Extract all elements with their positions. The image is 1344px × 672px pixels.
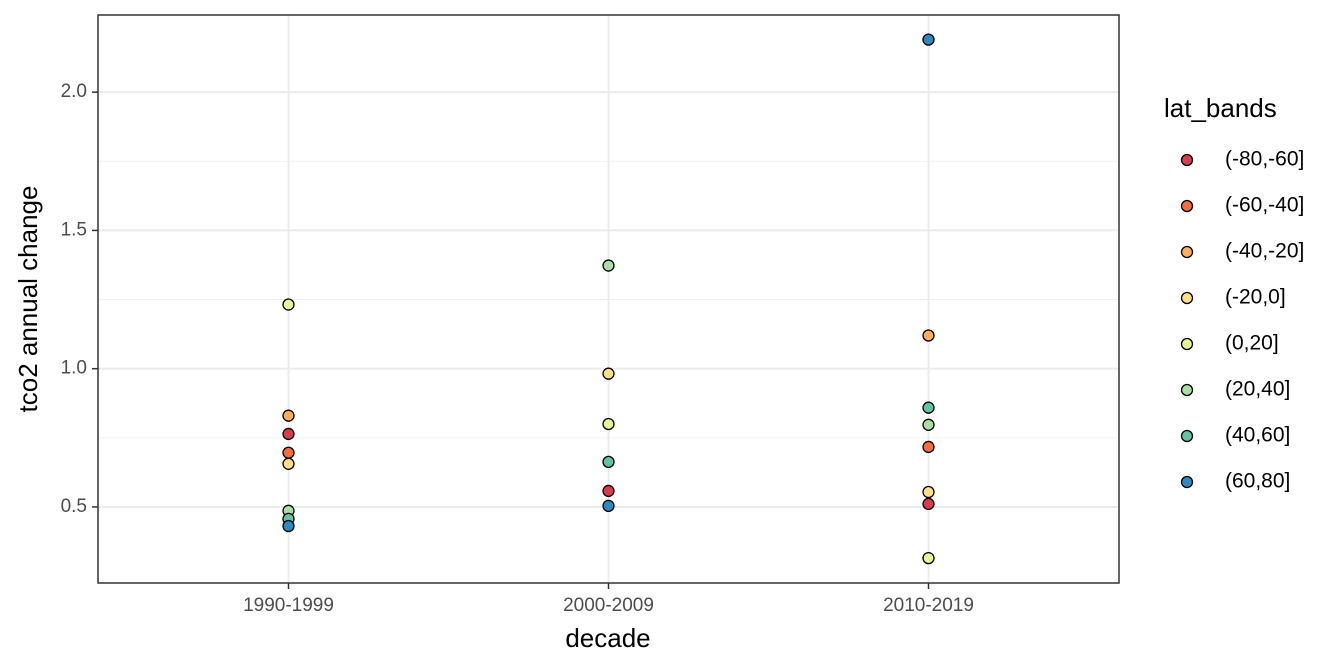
legend-title: lat_bands	[1164, 93, 1277, 123]
point	[282, 457, 295, 470]
legend-label: (40,60]	[1225, 424, 1290, 447]
point	[282, 446, 295, 459]
legend-label: (60,80]	[1225, 470, 1290, 493]
point	[922, 551, 935, 565]
legend-key	[1180, 291, 1194, 305]
point	[922, 497, 935, 511]
point	[922, 440, 935, 454]
legend-key	[1180, 429, 1194, 443]
legend-key	[1180, 245, 1194, 259]
legend-key	[1180, 337, 1194, 351]
x-tick-label: 2000-2009	[563, 595, 654, 616]
point	[602, 455, 615, 469]
y-axis-title: tco2 annual change	[13, 186, 43, 413]
point	[282, 427, 295, 441]
point	[922, 401, 935, 414]
y-tick-label: 1.0	[61, 358, 87, 379]
legend-label: (20,40]	[1225, 378, 1290, 401]
y-tick-label: 0.5	[61, 496, 87, 517]
point	[282, 298, 295, 311]
point	[602, 499, 615, 512]
plot-border	[97, 14, 1120, 584]
point	[282, 519, 295, 533]
legend-key	[1180, 475, 1194, 489]
point	[282, 409, 295, 422]
legend-label: (-20,0]	[1225, 286, 1286, 309]
x-tick-label: 2010-2019	[883, 595, 974, 616]
point	[922, 485, 935, 499]
legend-key	[1180, 153, 1194, 167]
legend-key	[1180, 383, 1194, 397]
point	[922, 33, 935, 46]
legend-label: (-40,-20]	[1225, 240, 1304, 263]
legend-label: (-60,-40]	[1225, 194, 1304, 217]
point	[602, 417, 615, 431]
x-axis-title: decade	[565, 623, 650, 653]
y-tick-label: 2.0	[61, 81, 87, 102]
legend-key	[1180, 199, 1194, 213]
point	[602, 259, 615, 272]
point	[602, 367, 615, 380]
y-tick-label: 1.5	[61, 219, 87, 240]
legend-label: (-80,-60]	[1225, 148, 1304, 171]
point	[922, 418, 935, 431]
x-tick-label: 1990-1999	[243, 595, 334, 616]
point	[922, 329, 935, 342]
point	[602, 484, 615, 498]
legend-label: (0,20]	[1225, 332, 1279, 355]
